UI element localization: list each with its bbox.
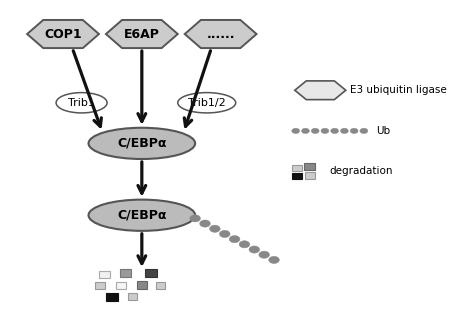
Circle shape [269,256,279,264]
Bar [106,293,118,301]
Circle shape [331,128,338,134]
Bar [137,281,147,288]
Bar [292,173,302,179]
Bar [292,165,302,171]
Circle shape [301,128,310,134]
Polygon shape [185,20,256,48]
Ellipse shape [56,93,107,113]
Ellipse shape [89,200,195,231]
Circle shape [249,246,260,253]
Text: COP1: COP1 [44,28,82,40]
Bar [155,282,165,289]
Circle shape [229,236,240,243]
Circle shape [259,251,270,258]
Circle shape [239,241,250,248]
Polygon shape [295,81,346,100]
Text: Ub: Ub [376,126,390,136]
Text: C/EBPα: C/EBPα [117,137,166,150]
Circle shape [340,128,348,134]
Bar [304,172,315,179]
Text: E6AP: E6AP [124,28,160,40]
Bar [304,163,315,170]
Circle shape [311,128,319,134]
Circle shape [210,225,220,232]
Circle shape [350,128,358,134]
Text: ......: ...... [206,28,235,40]
Text: C/EBPα: C/EBPα [117,209,166,222]
Circle shape [360,128,368,134]
Bar [120,269,131,277]
Circle shape [292,128,300,134]
Bar [95,282,105,289]
Bar [128,293,137,300]
Circle shape [219,230,230,238]
Circle shape [190,215,201,222]
Circle shape [321,128,329,134]
Polygon shape [106,20,178,48]
Text: Trib1/2: Trib1/2 [188,98,226,108]
Ellipse shape [89,128,195,159]
Text: degradation: degradation [329,167,393,176]
Text: E3 ubiquitin ligase: E3 ubiquitin ligase [350,85,447,95]
Polygon shape [27,20,99,48]
Text: Trib1: Trib1 [68,98,95,108]
Circle shape [200,220,210,227]
Bar [116,282,126,289]
Bar [145,269,157,277]
Bar [100,271,110,278]
Ellipse shape [178,93,236,113]
